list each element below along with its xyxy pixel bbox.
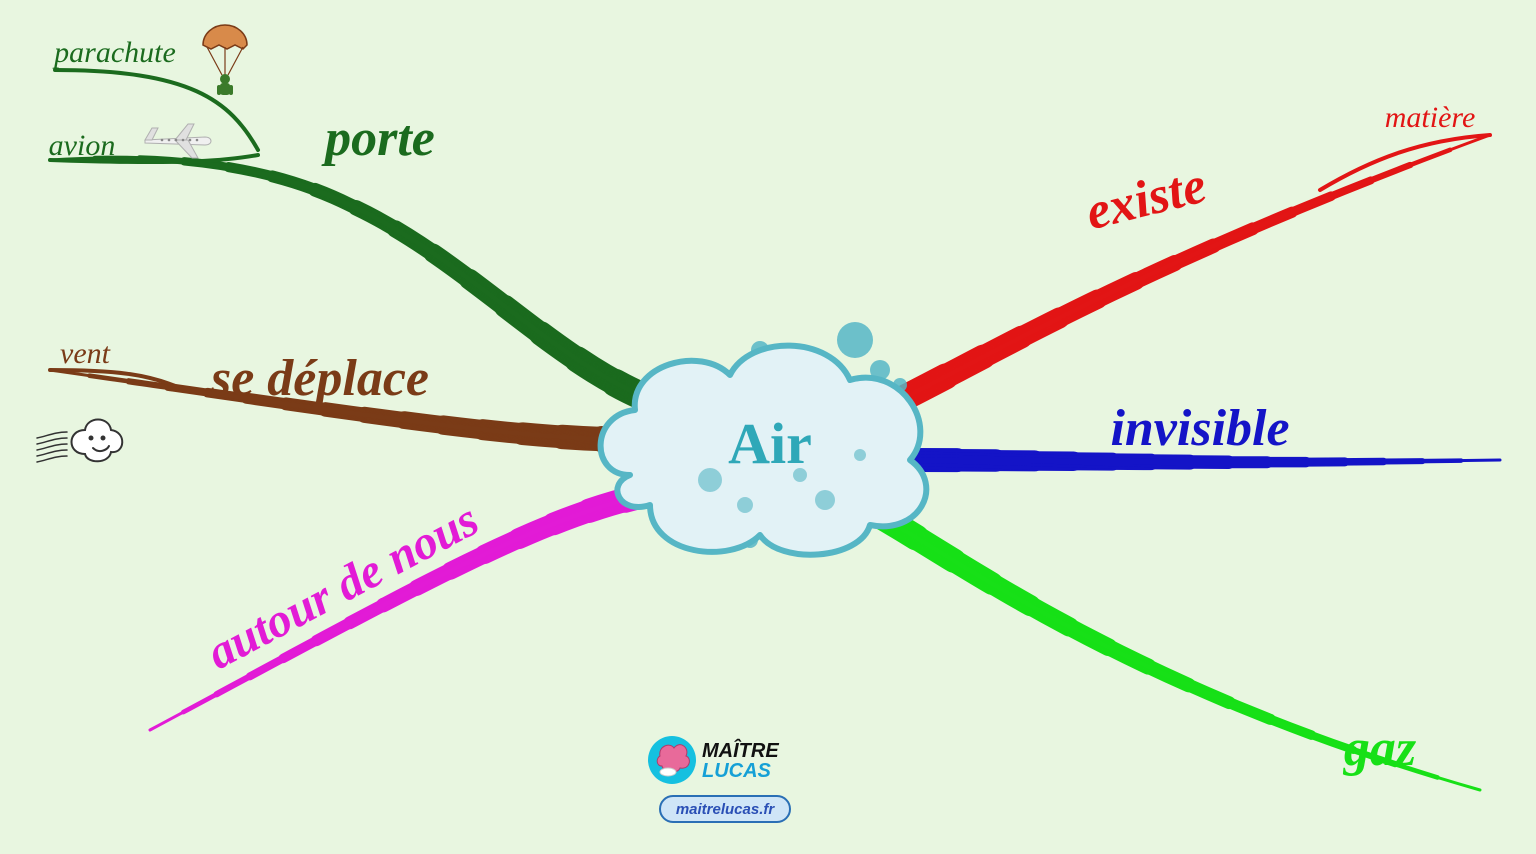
branch-label-se_deplace: se déplace [210,350,429,407]
branch-label-porte: porte [321,110,435,167]
logo-mouse-icon [660,768,676,776]
parachute-icon [203,25,247,95]
sub-label-parachute: parachute [52,36,176,69]
branch-label-existe: existe [1080,157,1211,242]
plane-icon [145,124,211,158]
sub-label-matiere: matière [1385,101,1476,134]
sub-label-vent: vent [60,337,111,370]
logo: MAÎTRELUCAS maitrelucas.fr [648,736,790,822]
branch-label-invisible: invisible [1110,400,1289,457]
logo-text-bottom: LUCAS [702,760,772,782]
center-label: Air [728,411,812,476]
branch-invisible [910,460,1500,462]
branch-label-autour: autour de nous [198,493,487,680]
center-cloud: Air [601,322,927,555]
wind-icon [37,420,122,463]
logo-text-top: MAÎTRE [702,738,779,762]
logo-url: maitrelucas.fr [676,801,776,818]
branch-label-gaz: gaz [1343,720,1417,777]
sub-label-avion: avion [49,129,116,162]
bubble [837,322,873,358]
mindmap-canvas: Air porte parachute avion se déplace vent aut… [0,0,1536,854]
